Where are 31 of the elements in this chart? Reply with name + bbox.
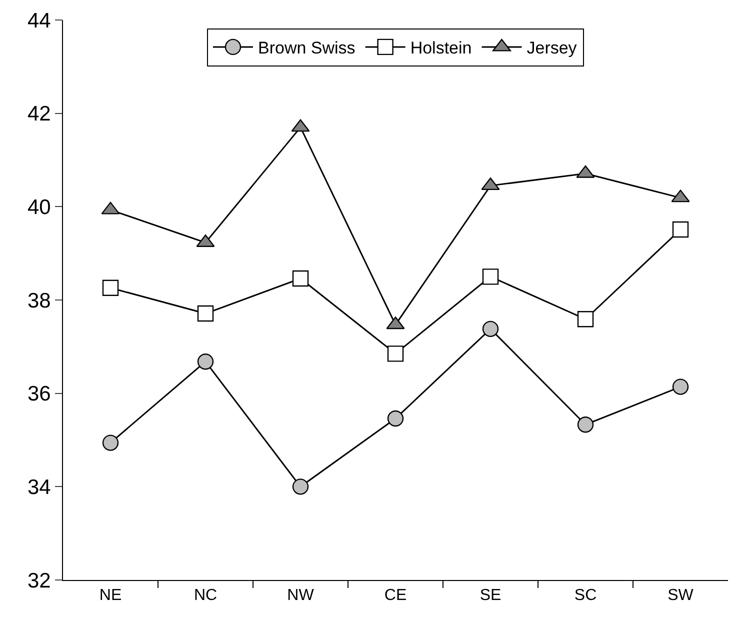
y-tick-label: 34 [27, 476, 52, 500]
y-tick-label: 32 [27, 569, 51, 592]
point [387, 410, 404, 427]
point [197, 354, 214, 370]
point [292, 270, 309, 287]
point [482, 320, 499, 338]
y-tick-label: 44 [27, 9, 52, 32]
point [102, 434, 119, 451]
y-tick-label: 40 [27, 196, 51, 220]
point [672, 378, 689, 395]
x-tick-label: NC [194, 587, 218, 604]
point [577, 311, 594, 328]
x-tick-label: SW [668, 587, 694, 604]
y-tick-label: 42 [27, 102, 51, 126]
y-tick-label: 38 [27, 289, 51, 312]
point [577, 416, 594, 433]
x-tick-label: SE [480, 587, 502, 604]
y-tick-label: 36 [27, 382, 51, 406]
point [292, 478, 309, 495]
x-tick-label: CE [384, 587, 407, 604]
legend-label: Jersey [526, 38, 578, 58]
point [387, 346, 404, 362]
point [102, 280, 119, 296]
x-tick-label: SC [574, 587, 597, 604]
legend-label: Brown Swiss [258, 38, 356, 58]
x-tick-label: NW [287, 587, 315, 604]
point [672, 221, 689, 238]
legend-label: Holstein [410, 38, 472, 58]
x-tick-label: NE [99, 587, 122, 604]
point [482, 268, 499, 285]
point [197, 305, 214, 322]
